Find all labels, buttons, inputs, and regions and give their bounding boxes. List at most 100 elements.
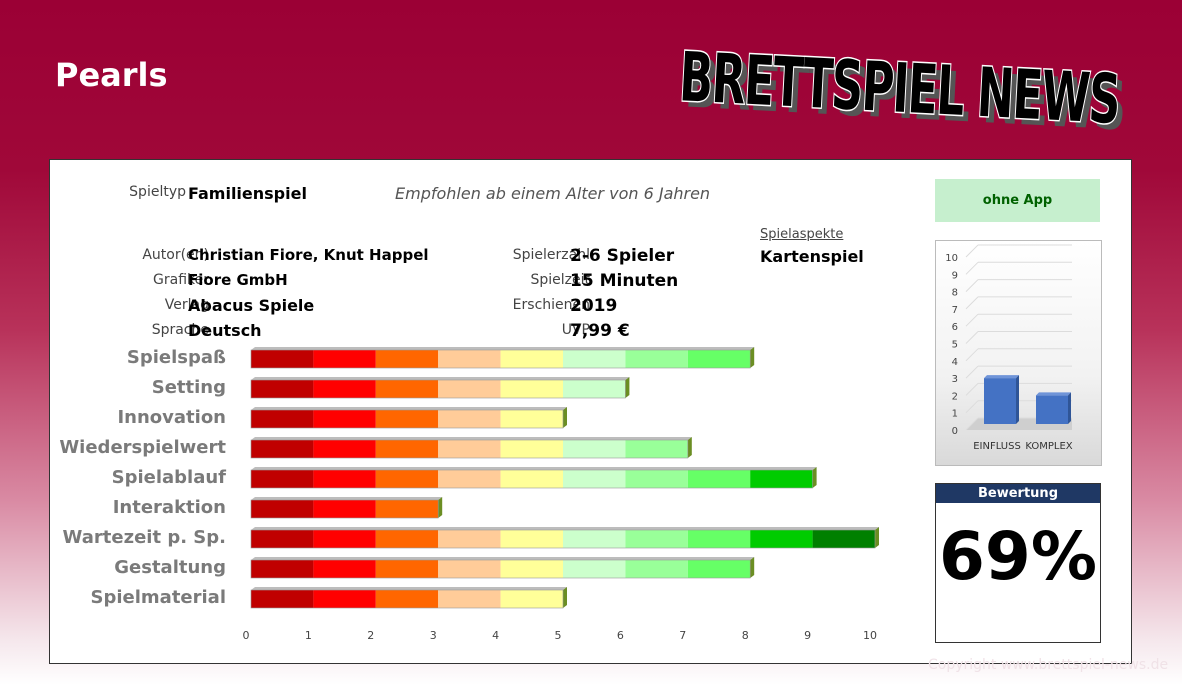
x-tick-label: 8: [742, 629, 749, 642]
bar-segment: [563, 560, 626, 578]
x-tick-label: 6: [617, 629, 624, 642]
bar-segment: [438, 380, 501, 398]
y-tick-label: 2: [952, 391, 958, 402]
rating-bar: [250, 527, 879, 549]
mini-bar-side: [1068, 392, 1071, 424]
bar-segment: [251, 530, 314, 548]
bar-segment: [375, 380, 439, 398]
bar-outline: [250, 379, 626, 399]
bar-segment: [563, 470, 626, 488]
y-tick-label: 6: [952, 322, 958, 333]
bar-segment: [313, 410, 376, 428]
spieltyp-value: Familienspiel: [188, 184, 307, 203]
bar-segment: [313, 500, 376, 518]
gridline: [965, 348, 979, 362]
mini-category-label: KOMPLEX: [1025, 441, 1072, 452]
grafiker-label: Grafiker: [153, 272, 209, 288]
bar-top-face: [251, 557, 755, 560]
gridline: [965, 279, 979, 292]
spielerzahl-label: Spielerzahl: [512, 247, 590, 263]
bar-segment: [500, 470, 563, 488]
rating-bar: [250, 587, 567, 609]
y-tick-label: 3: [952, 374, 958, 385]
bar-segment: [375, 410, 439, 428]
x-tick-label: 3: [430, 629, 437, 642]
rating-bar: [250, 407, 567, 429]
bar-segment: [625, 350, 688, 368]
sprache-value: Deutsch: [188, 321, 262, 340]
bar-side-face: [812, 467, 817, 488]
rating-bar: [250, 347, 755, 369]
bar-segment: [438, 530, 501, 548]
spielaspekte-label: Spielaspekte: [760, 227, 844, 242]
verlag-label: Verlag: [164, 297, 209, 313]
bar-segment: [563, 440, 626, 458]
review-panel: Spieltyp Familienspiel Empfohlen ab eine…: [49, 159, 1132, 664]
x-tick-label: 0: [243, 629, 250, 642]
bar-segment: [313, 350, 376, 368]
category-label: Spielspaß: [126, 347, 226, 368]
spieltyp-label: Spieltyp: [129, 184, 186, 200]
influence-complexity-chart: 0 1 2 3 4 5 6 7 8 9 10 EINFLUSS KOMPLEX: [945, 244, 1073, 452]
category-label: Gestaltung: [114, 557, 226, 578]
mini-bar-top: [984, 375, 1019, 379]
bar-segment: [375, 440, 439, 458]
rating-value: 69%: [939, 518, 1097, 595]
category-label: Wartezeit p. Sp.: [62, 527, 226, 548]
bar-segment: [625, 470, 688, 488]
mini-bar: [984, 375, 1019, 424]
bar-segment: [500, 410, 563, 428]
age-recommendation: Empfohlen ab einem Alter von 6 Jahren: [395, 184, 711, 203]
bar-side-face: [750, 557, 755, 578]
bar-segment: [313, 440, 376, 458]
rating-box: Bewertung 69%: [935, 483, 1101, 643]
game-title: Pearls: [55, 56, 168, 94]
mini-bar-side: [1016, 375, 1019, 424]
category-label: Setting: [151, 377, 226, 398]
bar-segment: [313, 530, 376, 548]
rating-header: Bewertung: [936, 484, 1100, 503]
gridline: [965, 417, 979, 431]
bar-segment: [375, 500, 439, 518]
gridline: [965, 261, 979, 275]
complexity-chart-box: 0 1 2 3 4 5 6 7 8 9 10 EINFLUSS KOMPLEX: [935, 240, 1102, 466]
brettspiel-news-logo: BRETTSPIEL NEWS BRETTSPIEL NEWS: [676, 37, 1127, 136]
bar-segment: [375, 590, 439, 608]
bar-side-face: [563, 587, 567, 608]
uvp-label: UVP: [561, 322, 590, 338]
bar-side-face: [625, 377, 630, 398]
rating-bar: [250, 557, 755, 579]
bar-side-face: [750, 347, 755, 368]
x-tick-label: 9: [804, 629, 811, 642]
bar-segment: [251, 470, 314, 488]
gridline: [965, 244, 979, 258]
bar-segment: [500, 380, 563, 398]
mini-bar: [1036, 392, 1071, 424]
app-status-badge: ohne App: [935, 179, 1100, 222]
gridline: [965, 365, 979, 379]
category-label: Wiederspielwert: [59, 437, 226, 458]
bar-segment: [438, 590, 501, 608]
bar-segment: [251, 500, 314, 518]
bar-segment: [251, 590, 314, 608]
bar-outline: [250, 439, 689, 459]
bar-segment: [438, 560, 501, 578]
bar-segment: [687, 470, 751, 488]
mini-bar-top: [1036, 392, 1071, 396]
spielerzahl-value: 2-6 Spieler: [570, 246, 675, 266]
bar-outline: [250, 469, 813, 489]
bar-segment: [313, 380, 376, 398]
gridline: [965, 313, 979, 327]
bar-outline: [250, 529, 876, 549]
bar-top-face: [251, 347, 755, 350]
bar-segment: [251, 350, 314, 368]
bar-segment: [251, 560, 314, 578]
x-tick-label: 5: [555, 629, 562, 642]
y-tick-label: 4: [952, 357, 958, 368]
bar-segment: [500, 560, 563, 578]
autor-value: Christian Fiore, Knut Happel: [188, 246, 429, 264]
bar-top-face: [251, 587, 567, 590]
bar-segment: [375, 470, 439, 488]
y-tick-label: 1: [952, 409, 958, 420]
mini-category-label: EINFLUSS: [973, 441, 1021, 452]
